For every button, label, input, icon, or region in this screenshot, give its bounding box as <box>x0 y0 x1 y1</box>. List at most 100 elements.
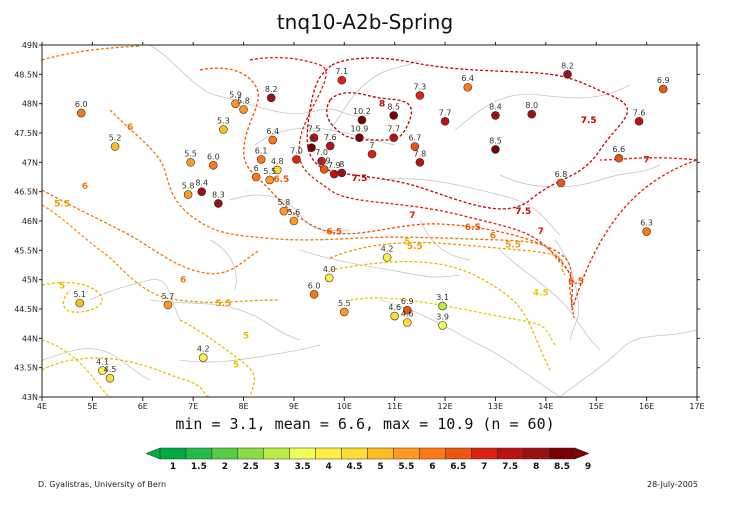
y-tick-label: 43.5N <box>14 364 38 373</box>
colorbar-level-label: 2.5 <box>243 462 259 472</box>
station-marker: 6.8 <box>555 170 567 188</box>
isoline-label: 6.5 <box>465 223 481 233</box>
isoline-4.5 <box>42 297 556 397</box>
station-dot <box>307 143 316 152</box>
station-dot <box>440 116 450 126</box>
isoline-label: 6 <box>490 232 496 242</box>
station-marker: 6.9 <box>401 297 414 315</box>
map-frame <box>41 44 698 398</box>
colorbar-swatch <box>237 447 264 460</box>
station-dot <box>75 298 85 308</box>
station-marker: 4.5 <box>104 365 116 383</box>
isoline-label: 5 <box>404 238 410 248</box>
station-dot <box>309 133 319 142</box>
station-dot <box>317 156 326 166</box>
station-marker: 8 <box>337 160 347 178</box>
station-value-label: 4.6 <box>401 309 414 318</box>
station-marker: 4.1 <box>96 358 109 375</box>
x-tick-label: 11E <box>387 402 402 411</box>
station-marker: 5.3 <box>217 116 230 134</box>
station-marker: 5.5 <box>338 299 351 317</box>
station-value-label: 8.4 <box>195 179 208 188</box>
station-dot <box>402 305 412 315</box>
station-value-label: 7.5 <box>308 125 321 134</box>
colorbar-swatch <box>185 447 213 460</box>
y-tick-label: 45.5N <box>14 246 38 255</box>
station-value-label: 7.9 <box>328 161 341 170</box>
station-value-label: 5.3 <box>217 116 230 125</box>
colorbar-level-label: 6 <box>429 462 435 472</box>
station-value-label: 6.4 <box>266 127 279 136</box>
station-value-label: 5.8 <box>237 97 250 106</box>
contour-layer <box>42 45 697 397</box>
station-marker: 7.0 <box>290 146 303 164</box>
colorbar-level-label: 5.5 <box>398 462 414 472</box>
station-dot <box>658 84 668 94</box>
station-value-label: 6.9 <box>318 156 331 165</box>
station-value-label: 6.3 <box>640 219 653 228</box>
isoline-5.5 <box>42 204 566 304</box>
station-marker: 5.8 <box>237 97 250 114</box>
isoline-label: 5.5 <box>505 240 521 250</box>
isoline-6.5 <box>199 67 575 319</box>
station-value-label: 5.1 <box>73 290 86 299</box>
station-value-label: 7.0 <box>315 148 328 157</box>
isoline-label: 7 <box>538 227 544 237</box>
colorbar-swatch <box>393 447 420 460</box>
isoline-label: 5 <box>233 361 239 371</box>
colorbar-swatch <box>263 447 290 460</box>
isoline-label: 6 <box>180 276 186 286</box>
x-tick-label: 12E <box>437 402 452 411</box>
station-dot <box>197 187 207 196</box>
station-dot <box>324 273 334 283</box>
station-dot <box>214 199 223 208</box>
station-marker: 5.2 <box>109 133 121 151</box>
station-dot <box>491 111 500 120</box>
station-value-label: 7.6 <box>324 133 337 142</box>
station-dot <box>292 155 301 164</box>
colorbar-swatch <box>341 447 368 460</box>
station-marker: 6.4 <box>461 74 474 92</box>
station-marker: 9 <box>307 135 316 152</box>
station-dot <box>491 145 500 154</box>
station-value-label: 7.7 <box>387 125 400 134</box>
isoline-label: 7 <box>643 155 649 165</box>
station-dot <box>77 108 86 118</box>
station-value-label: 7.7 <box>439 108 452 117</box>
station-value-label: 5.5 <box>338 299 351 308</box>
station-marker: 6.4 <box>266 127 279 145</box>
station-marker: 8.5 <box>489 136 502 154</box>
station-dot <box>357 115 367 125</box>
colorbar-level-label: 8.5 <box>554 462 570 472</box>
station-value-label: 4.2 <box>197 345 210 354</box>
station-marker: 7.6 <box>324 133 337 151</box>
station-value-label: 6.4 <box>461 74 474 83</box>
colorbar: 1 1.5 2 2.5 3 3.5 4 4.5 5 5.5 6 6.5 7 7.5 8 8.5 9 <box>145 447 591 472</box>
station-marker: 5.8 <box>277 198 290 216</box>
station-value-label: 6.0 <box>75 100 88 109</box>
isoline-7.5 <box>306 57 629 210</box>
station-marker: 3.9 <box>436 312 449 330</box>
colorbar-level-label: 3 <box>274 462 280 472</box>
station-value-label: 6 <box>254 164 259 173</box>
station-value-label: 8.5 <box>387 102 400 111</box>
isoline-7 <box>249 56 697 311</box>
colorbar-swatch <box>548 447 576 460</box>
colorbar-swatch <box>315 447 342 460</box>
isoline-label: 7.5 <box>515 207 531 217</box>
station-dot <box>231 99 240 108</box>
station-dot <box>389 133 398 142</box>
station-dot <box>325 141 335 151</box>
colorbar-level-label: 6.5 <box>450 462 466 472</box>
station-dot <box>438 301 447 311</box>
station-value-label: 7 <box>369 141 374 150</box>
station-dot <box>556 178 566 188</box>
y-tick-label: 47.5N <box>14 129 38 138</box>
station-marker: 4.8 <box>271 157 284 175</box>
station-dot <box>634 116 644 126</box>
station-dot <box>340 307 349 317</box>
station-marker: 7.7 <box>387 125 400 142</box>
x-tick-label: 13E <box>488 402 503 411</box>
y-tick-label: 48N <box>22 100 38 109</box>
x-tick-label: 17E <box>689 402 704 411</box>
